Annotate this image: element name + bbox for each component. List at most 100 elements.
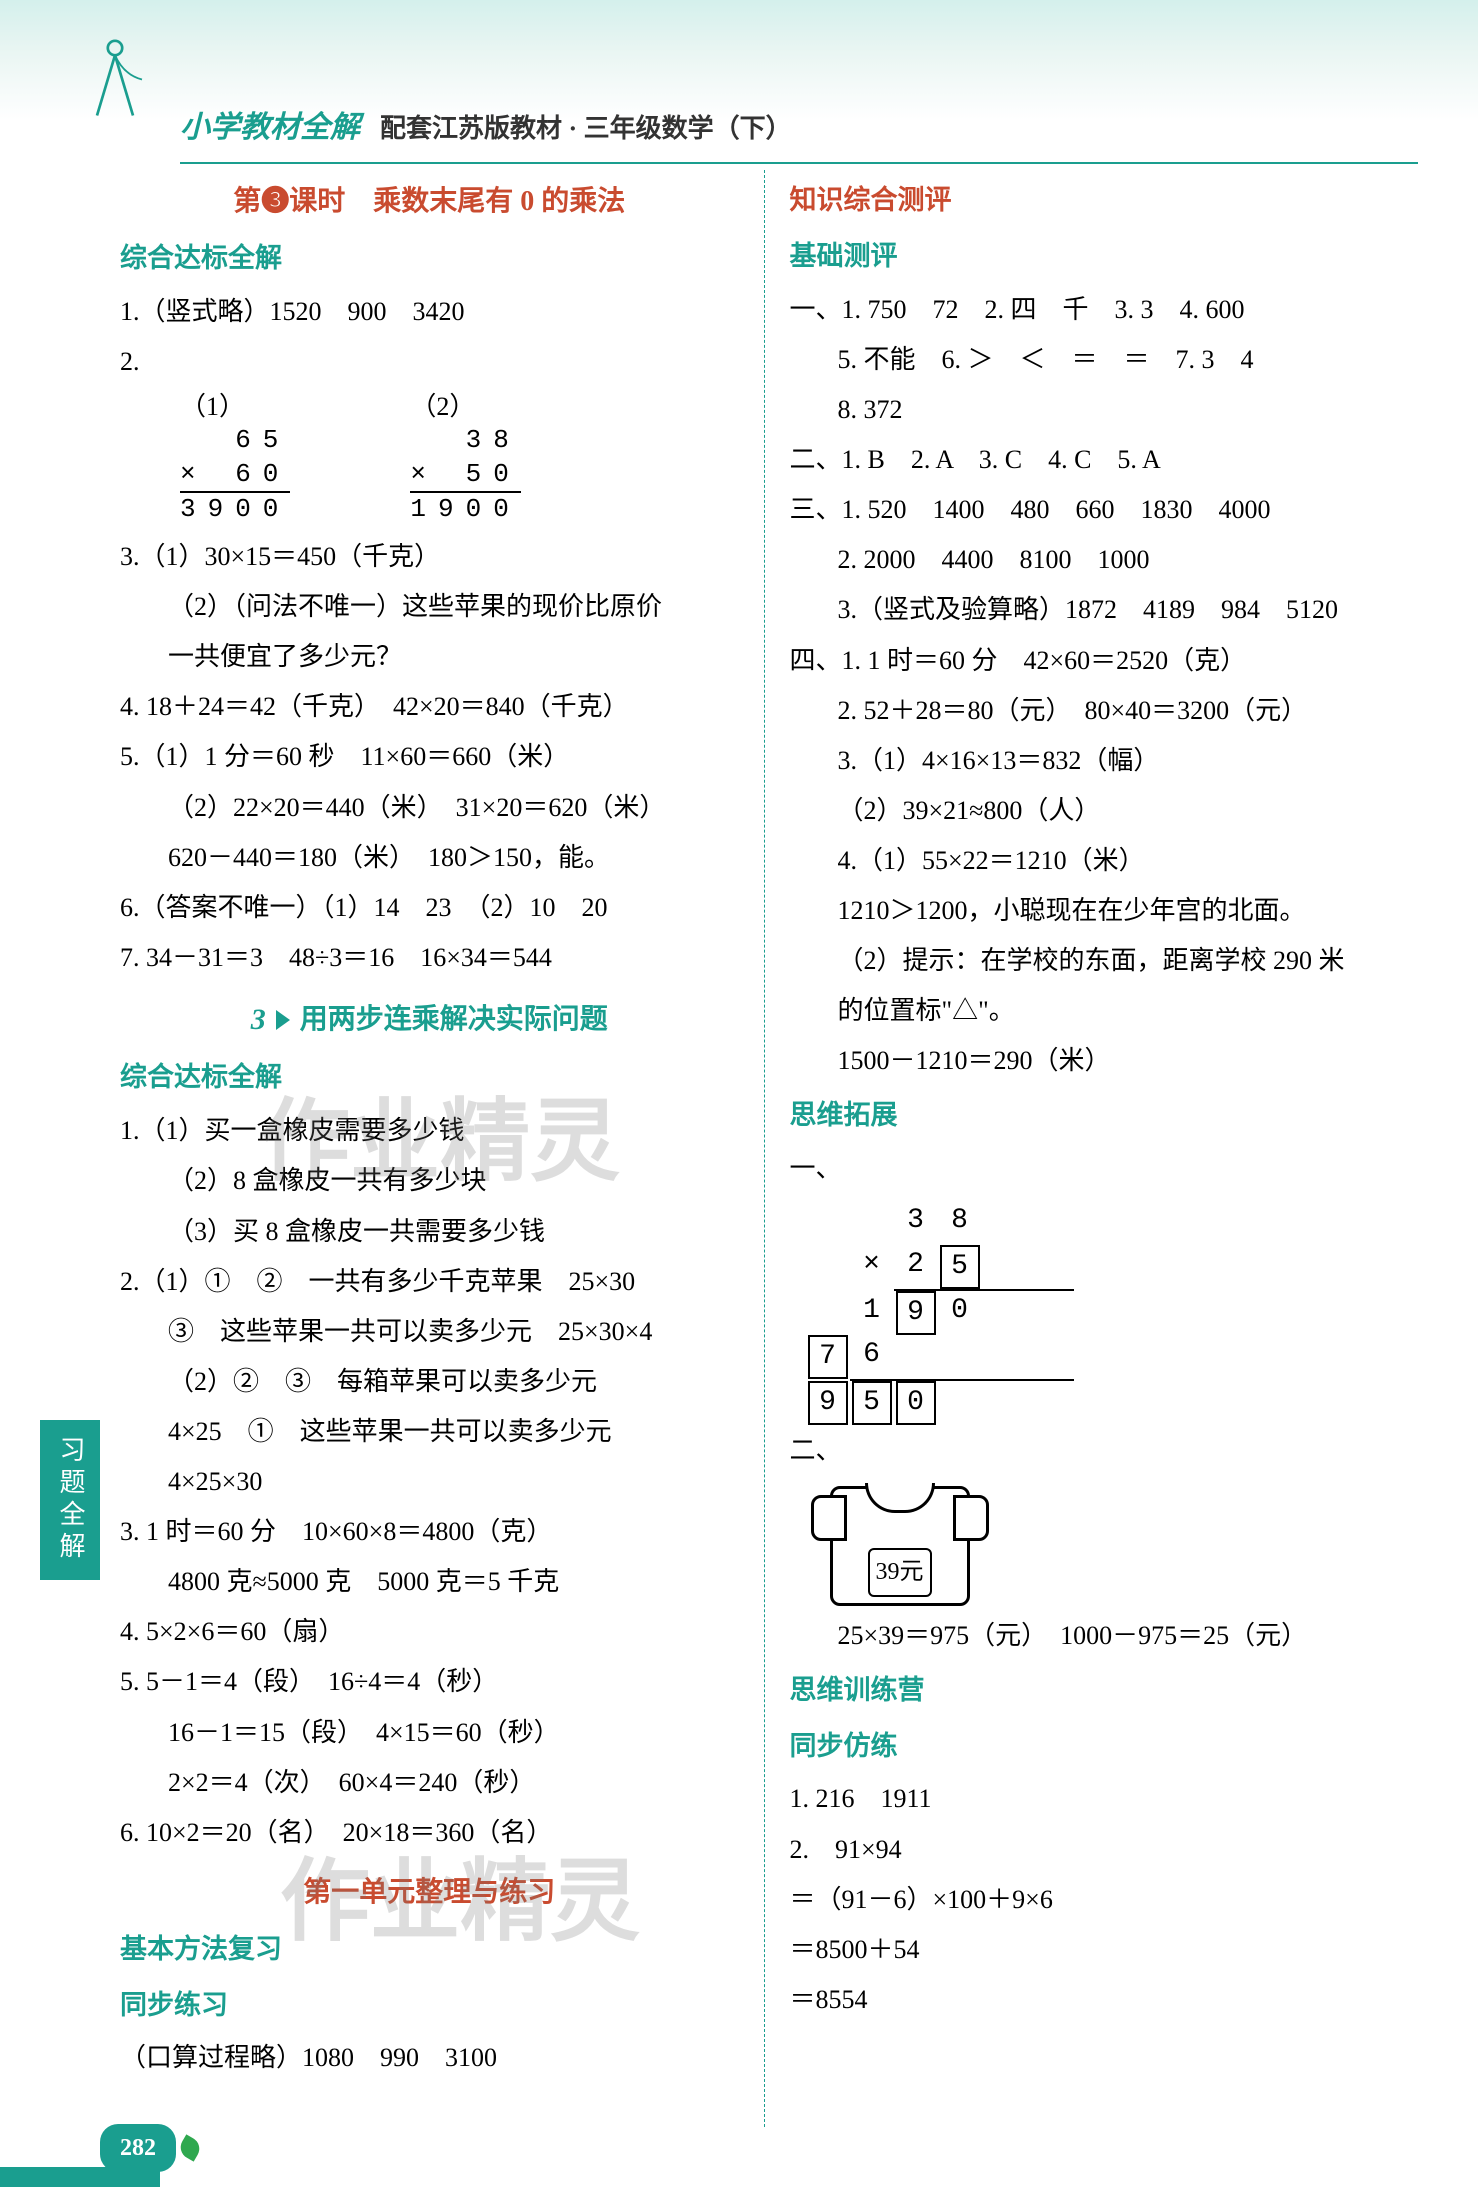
product: 3900 <box>180 493 290 527</box>
answer-line: 4800 克≈5000 克 5000 克＝5 千克 <box>120 1558 739 1606</box>
arrow-icon <box>276 1010 290 1030</box>
multiplicand: 65 <box>180 424 290 458</box>
answer-line: 3. 1 时＝60 分 10×60×8＝4800（克） <box>120 1508 739 1556</box>
answer-line: （2）提示：在学校的东面，距离学校 290 米 <box>790 937 1409 985</box>
answer-line: 4.（1）55×22＝1210（米） <box>790 837 1409 885</box>
answer-line: 6. 10×2＝20（名） 20×18＝360（名） <box>120 1809 739 1857</box>
multiplier: × 60 <box>180 458 290 494</box>
boxed-multiplication: 38 ×25 190 76 950 <box>850 1201 1409 1425</box>
right-column: 知识综合测评 基础测评 一、1. 750 72 2. 四 千 3. 3 4. 6… <box>765 170 1419 2127</box>
answer-line: ＝（91－6）×100＋9×6 <box>790 1876 1409 1924</box>
answer-line: 16－1＝15（段） 4×15＝60（秒） <box>120 1709 739 1757</box>
answer-line: 6.（答案不唯一）（1）14 23 （2）10 20 <box>120 884 739 932</box>
answer-line: 1500－1210＝290（米） <box>790 1037 1409 1085</box>
vertical-multiplication: （1） 65 × 60 3900 <box>180 390 290 527</box>
answer-line: 5. 5－1＝4（段） 16÷4＝4（秒） <box>120 1658 739 1706</box>
subsection-title: 同步仿练 <box>790 1722 1409 1772</box>
vertical-multiplication: （2） 38 × 50 1900 <box>410 390 520 527</box>
sleeve-icon <box>953 1495 989 1541</box>
digit-box: 9 <box>896 1291 936 1335</box>
subsection-title: 综合达标全解 <box>120 1053 739 1103</box>
answer-line: 1. 216 1911 <box>790 1775 1409 1823</box>
answer-line: （2）8 盒橡皮一共有多少块 <box>120 1157 739 1205</box>
digit-box: 7 <box>808 1335 848 1379</box>
sub-label: （1） <box>180 390 290 424</box>
side-tab: 习题全解 <box>40 1420 100 1580</box>
answer-line: 8. 372 <box>790 386 1409 434</box>
answer-line: 7. 34－31＝3 48÷3＝16 16×34＝544 <box>120 934 739 982</box>
answer-line: 2. （1） 65 × 60 3900 （2） 38 × 50 1900 <box>120 338 739 531</box>
left-column: 第❸课时 乘数末尾有 0 的乘法 综合达标全解 1.（竖式略）1520 900 … <box>110 170 765 2127</box>
section-banner: 3 用两步连乘解决实际问题 <box>120 992 739 1048</box>
lesson-title: 第❸课时 乘数末尾有 0 的乘法 <box>120 176 739 228</box>
digit-box: 0 <box>896 1381 936 1425</box>
digit-box: 5 <box>940 1245 980 1289</box>
subsection-title: 基本方法复习 <box>120 1925 739 1975</box>
subsection-title: 综合达标全解 <box>120 234 739 284</box>
page-number-wrap: 282 <box>100 2124 200 2172</box>
answer-line: 二、1. B 2. A 3. C 4. C 5. A <box>790 436 1409 484</box>
answer-line: 一共便宜了多少元？ <box>120 633 739 681</box>
header: 小学教材全解 配套江苏版教材 · 三年级数学（下） <box>180 100 1418 164</box>
answer-line: 4×25 ① 这些苹果一共可以卖多少元 <box>120 1408 739 1456</box>
answer-line: ＝8554 <box>790 1976 1409 2024</box>
answer-line: 5.（1）1 分＝60 秒 11×60＝660（米） <box>120 733 739 781</box>
answer-line: 4. 18＋24＝42（千克） 42×20＝840（千克） <box>120 683 739 731</box>
content: 第❸课时 乘数末尾有 0 的乘法 综合达标全解 1.（竖式略）1520 900 … <box>110 170 1418 2127</box>
subsection-title: 同步练习 <box>120 1981 739 2031</box>
answer-line: 2. 2000 4400 8100 1000 <box>790 536 1409 584</box>
label: 二、 <box>790 1427 1409 1475</box>
mult-sign: × <box>852 1245 892 1289</box>
answer-line: 2. 52＋28＝80（元） 80×40＝3200（元） <box>790 687 1409 735</box>
digit: 1 <box>852 1291 892 1335</box>
unit-title: 第一单元整理与练习 <box>120 1867 739 1919</box>
answer-line: 3.（1）4×16×13＝832（幅） <box>790 737 1409 785</box>
collar-icon <box>865 1483 935 1513</box>
answer-line: 1.（1）买一盒橡皮需要多少钱 <box>120 1107 739 1155</box>
multiplicand: 38 <box>410 424 520 458</box>
shirt-icon: 39元 <box>830 1486 970 1606</box>
sub-label: （2） <box>410 390 520 424</box>
answer-line: 620－440＝180（米） 180＞150，能。 <box>120 834 739 882</box>
answer-line: 1210＞1200，小聪现在在少年宫的北面。 <box>790 887 1409 935</box>
answer-line: （2）② ③ 每箱苹果可以卖多少元 <box>120 1358 739 1406</box>
answer-line: 三、1. 520 1400 480 660 1830 4000 <box>790 486 1409 534</box>
subsection-title: 思维拓展 <box>790 1091 1409 1141</box>
answer-line: （2）（问法不唯一）这些苹果的现价比原价 <box>120 583 739 631</box>
header-title: 小学教材全解 <box>180 100 360 156</box>
label: 一、 <box>790 1145 1409 1193</box>
answer-line: （2）39×21≈800（人） <box>790 787 1409 835</box>
answer-line: 4×25×30 <box>120 1458 739 1506</box>
answer-line: 3.（竖式及验算略）1872 4189 984 5120 <box>790 586 1409 634</box>
compass-icon <box>70 30 160 120</box>
digit: 0 <box>940 1291 980 1335</box>
digit: 3 <box>896 1201 936 1245</box>
digit-box: 9 <box>808 1381 848 1425</box>
section-number: 3 <box>251 992 266 1048</box>
subsection-title: 思维训练营 <box>790 1666 1409 1716</box>
answer-line: 的位置标"△"。 <box>790 987 1409 1035</box>
price-tag: 39元 <box>868 1548 932 1596</box>
answer-line: 25×39＝975（元） 1000－975＝25（元） <box>790 1612 1409 1660</box>
answer-line: 2.（1）① ② 一共有多少千克苹果 25×30 <box>120 1258 739 1306</box>
answer-line: （口算过程略）1080 990 3100 <box>120 2034 739 2082</box>
answer-line: 2. 91×94 <box>790 1826 1409 1874</box>
subsection-title: 基础测评 <box>790 232 1409 282</box>
answer-line: ③ 这些苹果一共可以卖多少元 25×30×4 <box>120 1308 739 1356</box>
sleeve-icon <box>811 1495 847 1541</box>
digit: 2 <box>896 1245 936 1289</box>
answer-line: （3）买 8 盒橡皮一共需要多少钱 <box>120 1208 739 1256</box>
answer-line: ＝8500＋54 <box>790 1926 1409 1974</box>
answer-line: 4. 5×2×6＝60（扇） <box>120 1608 739 1656</box>
product: 1900 <box>410 493 520 527</box>
q-label: 2. <box>120 347 140 376</box>
section-title: 用两步连乘解决实际问题 <box>300 994 608 1046</box>
header-subtitle: 配套江苏版教材 · 三年级数学（下） <box>380 105 792 153</box>
section-title: 知识综合测评 <box>790 176 1409 226</box>
page-number: 282 <box>100 2124 176 2172</box>
footer-bar <box>0 2167 160 2187</box>
answer-line: 2×2＝4（次） 60×4＝240（秒） <box>120 1759 739 1807</box>
digit-box: 5 <box>852 1381 892 1425</box>
answer-line: 5. 不能 6. ＞ ＜ ＝ ＝ 7. 3 4 <box>790 336 1409 384</box>
answer-line: 一、1. 750 72 2. 四 千 3. 3 4. 600 <box>790 286 1409 334</box>
